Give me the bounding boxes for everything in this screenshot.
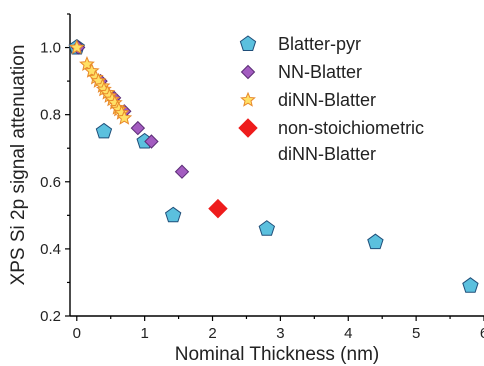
- point-blatter-pyr: [95, 122, 113, 139]
- legend-marker: [239, 35, 257, 51]
- legend-label: non-stoichiometric: [278, 118, 424, 138]
- chart-axes: [69, 14, 484, 317]
- point-dinn-blatter: [68, 39, 85, 55]
- y-ticks: 0.2 0.4 0.6 0.8 1.0: [40, 13, 70, 325]
- point-nn-blatter: [144, 134, 159, 149]
- legend-label: NN-Blatter: [278, 62, 362, 82]
- legend-label-line2: diNN-Blatter: [278, 144, 376, 164]
- point-nn-blatter: [174, 164, 190, 179]
- x-tick-label: 0: [73, 325, 81, 342]
- y-tick-label: 0.2: [40, 308, 61, 325]
- y-tick-label: 0.4: [40, 241, 61, 258]
- y-axis-title: XPS Si 2p signal attenuation: [8, 45, 29, 286]
- x-tick-label: 3: [276, 325, 284, 342]
- y-tick-label: 1.0: [40, 40, 61, 57]
- point-blatter-pyr: [164, 206, 182, 223]
- point-dinn-blatter: [116, 109, 133, 125]
- legend: Blatter-pyr NN-Blatter diNN-Blatter non-sto…: [238, 34, 424, 164]
- x-tick-label: 6: [480, 325, 484, 342]
- legend-marker: [240, 91, 256, 107]
- legend-marker: [240, 64, 256, 80]
- point-blatter-pyr: [462, 277, 479, 293]
- point-blatter-pyr: [258, 220, 276, 236]
- data-points: [68, 38, 479, 293]
- y-tick-label: 0.8: [40, 107, 61, 124]
- x-tick-label: 2: [208, 325, 216, 342]
- legend-marker: [238, 118, 258, 138]
- legend-label: diNN-Blatter: [278, 90, 376, 110]
- x-axis-title: Nominal Thickness (nm): [175, 344, 379, 365]
- x-tick-label: 4: [344, 325, 352, 342]
- legend-label: Blatter-pyr: [278, 34, 361, 54]
- point-blatter-pyr: [367, 233, 384, 250]
- x-tick-label: 5: [412, 325, 420, 342]
- x-tick-label: 1: [140, 325, 148, 342]
- point-nn-blatter: [130, 120, 146, 136]
- y-tick-label: 0.6: [40, 174, 61, 191]
- point-non-stoichiometric: [208, 198, 228, 219]
- x-ticks: 0 1 2 3 4 5 6: [73, 316, 484, 342]
